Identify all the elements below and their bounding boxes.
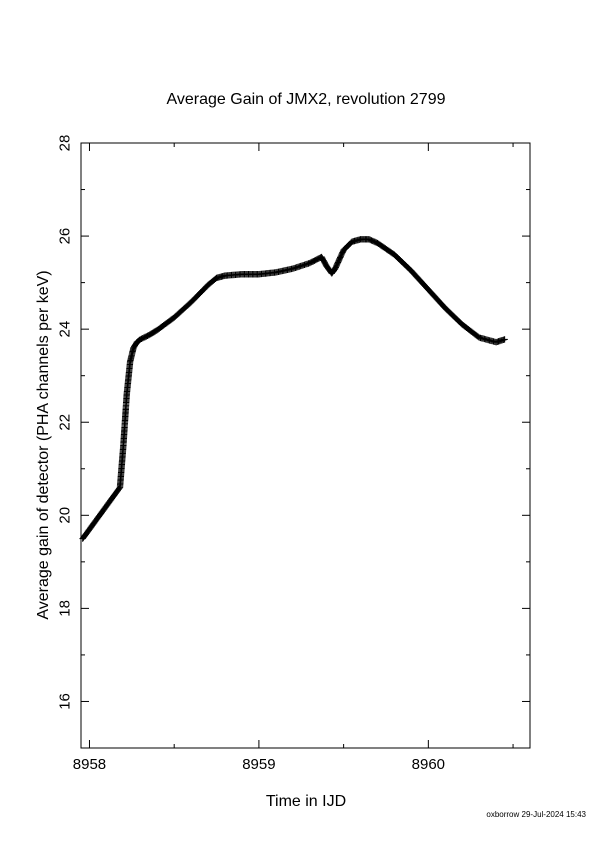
y-tick-label: 28 [57,135,74,152]
data-point [501,336,508,343]
y-axis-label: Average gain of detector (PHA channels p… [35,270,52,619]
x-tick-label: 8959 [242,756,275,773]
y-tick-label: 24 [57,321,74,338]
plot-frame [80,142,531,749]
footer-credit: oxborrow 29-Jul-2024 15:43 [486,810,586,819]
x-tick-label: 8960 [412,756,445,773]
chart-title: Average Gain of JMX2, revolution 2799 [167,91,446,108]
y-tick-label: 22 [57,414,74,431]
y-axis: 16 18 20 22 24 26 28 [57,135,530,749]
data-series [79,236,508,542]
x-axis-label: Time in IJD [266,793,346,810]
y-tick-label: 20 [57,507,74,524]
y-tick-label: 18 [57,600,74,617]
y-tick-label: 26 [57,228,74,245]
x-tick-label: 8958 [73,756,106,773]
y-tick-label: 16 [57,693,74,710]
x-axis: 8958 8959 8960 [73,143,514,773]
